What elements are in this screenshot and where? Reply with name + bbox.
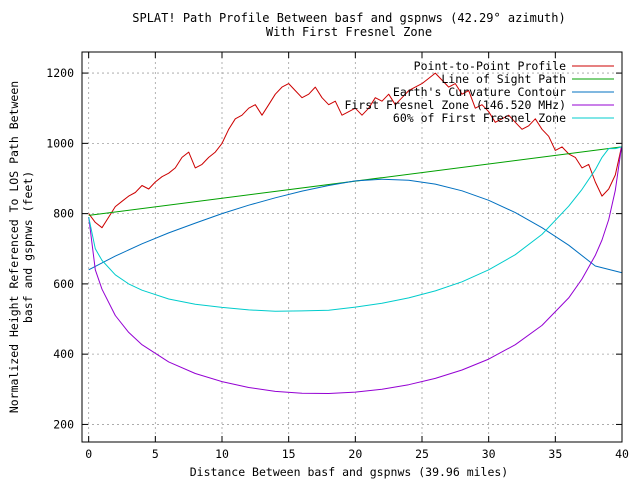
series-group: [88, 72, 622, 394]
x-tick-label: 15: [282, 447, 296, 461]
chart-title-line-1: SPLAT! Path Profile Between basf and gsp…: [132, 11, 565, 25]
y-axis-label-line-2: basf and gspnws (feet): [21, 171, 35, 323]
chart-title-line-2: With First Fresnel Zone: [266, 25, 432, 39]
axis-ticks: 0 5 10 15 20 25 30 35 40 200 400 600 800 1000 1200: [46, 52, 629, 461]
x-tick-label: 25: [415, 447, 429, 461]
x-tick-label: 10: [215, 447, 229, 461]
x-tick-label: 5: [152, 447, 159, 461]
series-line-curvature: [88, 178, 622, 274]
x-tick-label: 0: [85, 447, 92, 461]
y-tick-label: 1200: [46, 66, 74, 80]
x-tick-label: 20: [348, 447, 362, 461]
legend-label-fresnel60: 60% of First Fresnel Zone: [393, 111, 566, 125]
x-axis-label: Distance Between basf and gspnws (39.96 …: [190, 465, 509, 479]
legend-label-fresnel: First Fresnel Zone (146.520 MHz): [344, 98, 566, 112]
plot-frame: [81, 51, 623, 443]
legend-label-los: Line of Sight Path: [441, 72, 566, 86]
y-tick-label: 200: [53, 417, 74, 431]
series-line-profile: [88, 72, 622, 229]
y-axis-label-line-1: Normalized Height Referenced To LOS Path…: [7, 81, 21, 413]
y-tick-label: 800: [53, 207, 74, 221]
legend-label-profile: Point-to-Point Profile: [414, 59, 566, 73]
y-tick-label: 600: [53, 277, 74, 291]
series-line-fresnel60: [88, 146, 622, 312]
grid: [82, 52, 623, 442]
x-tick-label: 40: [615, 447, 629, 461]
legend-label-curvature: Earth's Curvature Contour: [393, 85, 566, 99]
x-tick-label: 30: [482, 447, 496, 461]
series-line-fresnel: [88, 146, 622, 394]
y-tick-label: 400: [53, 347, 74, 361]
y-tick-label: 1000: [46, 136, 74, 150]
x-tick-label: 35: [548, 447, 562, 461]
